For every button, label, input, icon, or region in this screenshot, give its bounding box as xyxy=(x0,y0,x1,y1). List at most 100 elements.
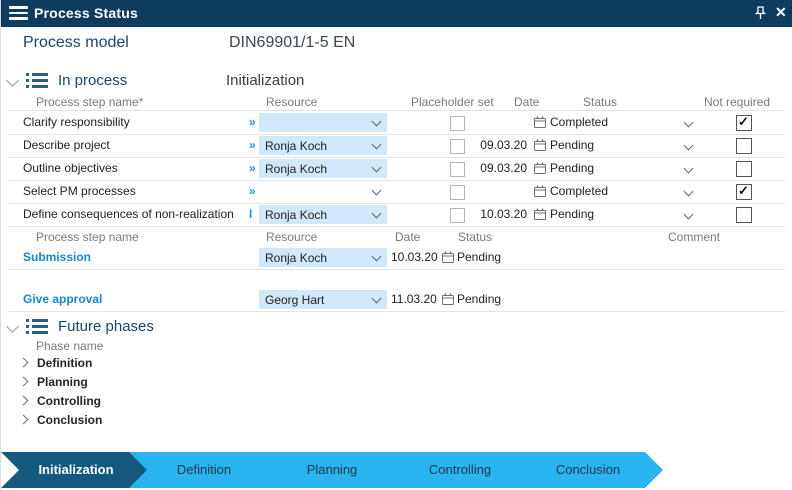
row-separator xyxy=(9,180,785,181)
chevron-down-icon xyxy=(371,139,382,150)
col-date: Date xyxy=(514,95,540,109)
row-separator xyxy=(9,157,785,158)
collapse-chevron-icon[interactable] xyxy=(6,74,19,87)
not-required-checkbox[interactable] xyxy=(736,138,752,154)
chevron-down-icon xyxy=(683,117,694,128)
row-separator xyxy=(9,203,785,204)
phase-tree-item[interactable]: Controlling xyxy=(37,394,101,408)
process-step-row: Clarify responsibility » Completed xyxy=(1,111,792,134)
hamburger-menu-icon[interactable] xyxy=(9,6,28,21)
status-dropdown[interactable]: Pending xyxy=(550,161,595,175)
phase-arrow-definition[interactable]: Definition xyxy=(129,452,279,488)
step-name: Define consequences of non-realization xyxy=(23,207,234,221)
not-required-checkbox[interactable] xyxy=(736,207,752,223)
list-icon xyxy=(26,318,48,334)
milestone-row: Give approval Georg Hart 11.03.20 Pendin… xyxy=(1,288,792,311)
col-resource: Resource xyxy=(266,95,318,109)
chevron-down-icon xyxy=(683,186,694,197)
placeholder-checkbox[interactable] xyxy=(450,208,465,223)
chevron-down-icon xyxy=(683,209,694,220)
window-title: Process Status xyxy=(34,5,138,21)
chevron-down-icon xyxy=(683,140,694,151)
flow-marker-icon: » xyxy=(249,115,256,129)
process-step-row: Select PM processes » Completed xyxy=(1,180,792,203)
phase-arrow-controlling[interactable]: Controlling xyxy=(385,452,535,488)
process-step-row: Define consequences of non-realization I… xyxy=(1,203,792,226)
not-required-checkbox[interactable] xyxy=(736,183,752,200)
flow-marker-icon: I xyxy=(249,207,253,221)
milestone-row: Submission Ronja Koch 10.03.20 Pending xyxy=(1,246,792,269)
flow-marker-icon: » xyxy=(249,184,256,198)
collapse-chevron-icon[interactable] xyxy=(6,320,19,333)
row-separator xyxy=(9,134,785,135)
status-value: Pending xyxy=(457,250,502,264)
step-link[interactable]: Give approval xyxy=(23,292,103,306)
resource-dropdown[interactable]: Ronja Koch xyxy=(259,205,387,224)
date-field[interactable]: 10.03.20 xyxy=(391,250,438,264)
col-not-required: Not required xyxy=(704,95,771,109)
row-separator xyxy=(9,269,785,270)
status-dropdown[interactable]: Completed xyxy=(550,184,609,198)
date-field[interactable]: 09.03.20 xyxy=(480,161,527,175)
phase-arrow-conclusion[interactable]: Conclusion xyxy=(513,452,663,488)
chevron-down-icon xyxy=(683,163,694,174)
calendar-icon[interactable] xyxy=(534,162,546,174)
resource-dropdown[interactable] xyxy=(259,113,387,132)
status-dropdown[interactable]: Pending xyxy=(550,138,595,152)
calendar-icon[interactable] xyxy=(442,293,454,305)
close-icon[interactable]: ✕ xyxy=(775,4,787,20)
phase-arrow-planning[interactable]: Planning xyxy=(257,452,407,488)
phase-tree-item[interactable]: Definition xyxy=(37,356,93,370)
phase-progress-bar: Initialization Definition Planning Contr… xyxy=(1,452,792,488)
expand-chevron-icon[interactable] xyxy=(18,376,29,387)
date-field[interactable]: 09.03.20 xyxy=(480,138,527,152)
col-status: Status xyxy=(583,95,618,109)
calendar-icon[interactable] xyxy=(534,116,546,128)
process-model-label: Process model xyxy=(23,34,129,51)
resource-dropdown[interactable]: Ronja Koch xyxy=(259,248,387,267)
pin-icon[interactable] xyxy=(752,5,768,21)
current-phase-label: Initialization xyxy=(226,72,305,89)
resource-dropdown[interactable]: Ronja Koch xyxy=(259,136,387,155)
date-field[interactable]: 11.03.20 xyxy=(391,292,437,306)
placeholder-checkbox[interactable] xyxy=(450,185,465,200)
status-dropdown[interactable]: Pending xyxy=(550,207,595,221)
placeholder-checkbox[interactable] xyxy=(450,139,465,154)
placeholder-checkbox[interactable] xyxy=(450,162,465,177)
resource-dropdown[interactable]: Ronja Koch xyxy=(259,159,387,178)
col-comment: Comment xyxy=(668,230,721,244)
col-date: Date xyxy=(395,230,421,244)
flow-marker-icon: » xyxy=(249,161,256,175)
resource-dropdown[interactable] xyxy=(259,182,387,201)
col-process-step-name: Process step name xyxy=(36,230,139,244)
section-title-in-process: In process xyxy=(58,72,128,89)
date-field[interactable]: 10.03.20 xyxy=(480,207,527,221)
row-separator xyxy=(9,226,785,227)
not-required-checkbox[interactable] xyxy=(736,114,752,131)
calendar-icon[interactable] xyxy=(442,251,454,263)
phase-arrow-initialization[interactable]: Initialization xyxy=(1,452,151,488)
process-step-row: Outline objectives » Ronja Koch 09.03.20… xyxy=(1,157,792,180)
expand-chevron-icon[interactable] xyxy=(18,357,29,368)
step-link[interactable]: Submission xyxy=(23,250,92,264)
expand-chevron-icon[interactable] xyxy=(18,395,29,406)
chevron-down-icon xyxy=(371,208,382,219)
calendar-icon[interactable] xyxy=(534,208,546,220)
not-required-checkbox[interactable] xyxy=(736,161,752,177)
resource-dropdown[interactable]: Georg Hart xyxy=(259,290,387,309)
chevron-down-icon xyxy=(371,293,382,304)
status-value: Pending xyxy=(457,292,502,306)
list-icon xyxy=(26,72,48,88)
chevron-down-icon xyxy=(371,251,382,262)
step-name: Clarify responsibility xyxy=(23,115,130,129)
calendar-icon[interactable] xyxy=(534,139,546,151)
placeholder-checkbox[interactable] xyxy=(450,116,465,131)
calendar-icon[interactable] xyxy=(534,185,546,197)
expand-chevron-icon[interactable] xyxy=(18,414,29,425)
phase-tree-item[interactable]: Planning xyxy=(37,375,88,389)
status-dropdown[interactable]: Completed xyxy=(550,115,609,129)
phase-tree-item[interactable]: Conclusion xyxy=(37,413,103,427)
col-resource: Resource xyxy=(266,230,318,244)
flow-marker-icon: » xyxy=(249,138,256,152)
